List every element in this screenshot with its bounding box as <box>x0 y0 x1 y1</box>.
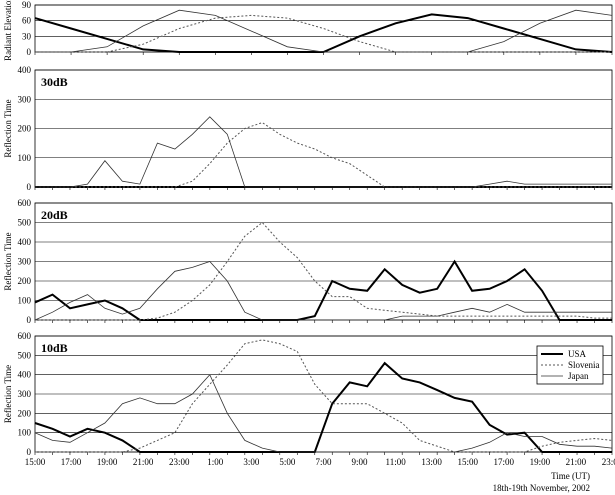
y-axis-label: Reflection Time <box>3 99 13 157</box>
series-line-usa <box>34 259 612 321</box>
y-tick-label: 300 <box>18 94 32 104</box>
x-tick-label: 1:00 <box>207 457 224 467</box>
y-tick-label: 90 <box>22 0 32 10</box>
y-axis-label: Reflection Time <box>3 232 13 290</box>
y-tick-label: 0 <box>27 47 32 57</box>
y-tick-label: 400 <box>18 65 32 75</box>
y-tick-label: 100 <box>18 296 32 306</box>
y-tick-label: 0 <box>27 315 32 325</box>
legend-label-japan: Japan <box>568 371 589 381</box>
x-tick-label: 23:00 <box>169 457 190 467</box>
panel-label: 30dB <box>41 75 68 89</box>
panel-label: 20dB <box>41 208 68 222</box>
panel-label: 10dB <box>41 341 68 355</box>
y-tick-label: 600 <box>18 331 32 341</box>
x-tick-label: 19:00 <box>97 457 118 467</box>
series-line-japan <box>34 261 612 321</box>
legend-label-slovenia: Slovenia <box>568 360 600 370</box>
legend-label-usa: USA <box>568 349 587 359</box>
y-tick-label: 200 <box>18 408 32 418</box>
y-tick-label: 400 <box>18 370 32 380</box>
y-tick-label: 100 <box>18 153 32 163</box>
x-tick-label: 19:00 <box>530 457 551 467</box>
series-line-japan <box>34 373 613 453</box>
x-tick-label: 21:00 <box>566 457 587 467</box>
y-tick-label: 200 <box>18 124 32 134</box>
y-tick-label: 300 <box>18 389 32 399</box>
y-tick-label: 0 <box>27 182 32 192</box>
x-tick-label: 17:00 <box>61 457 82 467</box>
y-tick-label: 500 <box>18 350 32 360</box>
x-tick-label: 3:00 <box>243 457 260 467</box>
series-line-slovenia <box>35 122 612 188</box>
y-tick-label: 600 <box>18 198 32 208</box>
y-axis-label: Reflection Time <box>3 365 13 423</box>
x-tick-label: 15:00 <box>457 457 478 467</box>
x-tick-label: 5:00 <box>279 457 296 467</box>
y-tick-label: 100 <box>18 428 32 438</box>
series-line-slovenia <box>35 14 612 53</box>
series-line-slovenia <box>35 221 612 321</box>
x-tick-label: 21:00 <box>133 457 154 467</box>
y-axis-label: Radiant Elevation <box>3 0 13 61</box>
x-tick-label: 7:00 <box>315 457 332 467</box>
x-axis-title: Time (UT) <box>551 471 590 481</box>
y-tick-label: 400 <box>18 237 32 247</box>
y-tick-label: 500 <box>18 218 32 228</box>
x-tick-label: 13:00 <box>421 457 442 467</box>
x-tick-label: 17:00 <box>494 457 515 467</box>
y-tick-label: 0 <box>27 447 32 457</box>
series-line-japan <box>35 116 612 188</box>
y-tick-label: 30 <box>22 31 32 41</box>
x-tick-label: 9:00 <box>352 457 369 467</box>
y-tick-label: 200 <box>18 276 32 286</box>
x-tick-label: 11:00 <box>386 457 407 467</box>
series-line-usa <box>34 361 612 453</box>
y-tick-label: 300 <box>18 257 32 267</box>
series-line-japan <box>35 9 613 53</box>
series-line-usa <box>34 13 613 53</box>
series-line-slovenia <box>35 339 613 453</box>
plot-frame-0 <box>34 4 613 53</box>
y-tick-label: 60 <box>22 16 32 26</box>
x-tick-label: 15:00 <box>25 457 46 467</box>
legend-box <box>536 345 604 385</box>
footnote: 18th-19th November, 2002 <box>493 483 590 493</box>
x-tick-label: 23:00 <box>602 457 615 467</box>
